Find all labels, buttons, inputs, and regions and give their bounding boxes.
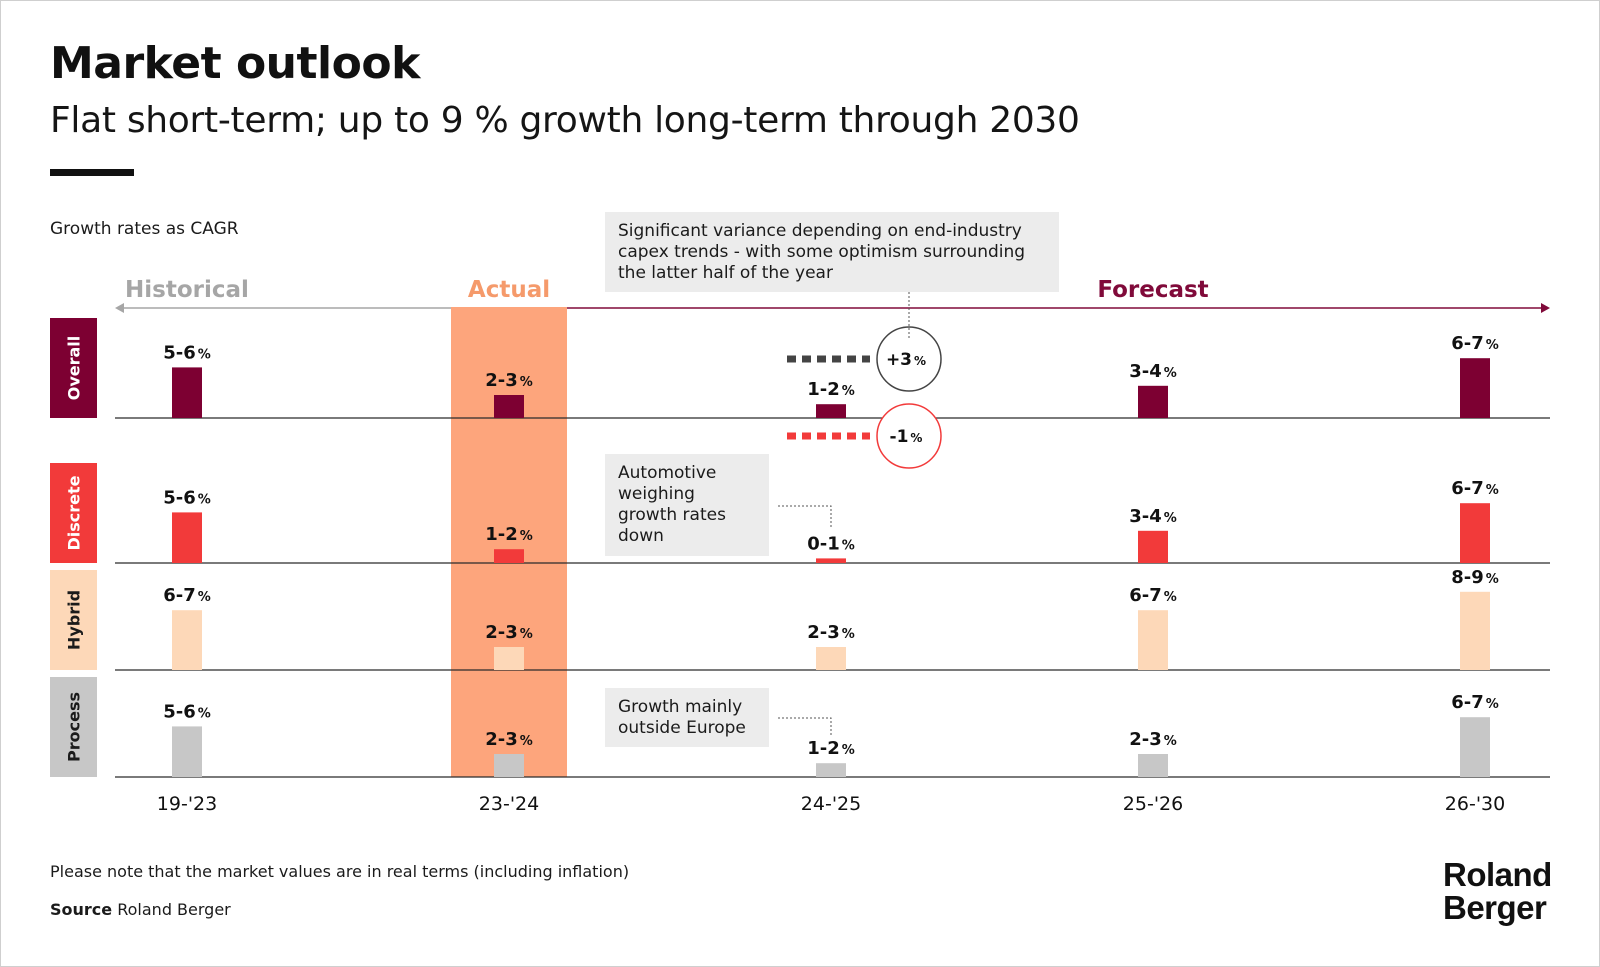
value-label-overall-24-25: 1-2%	[807, 379, 855, 400]
value-label-hybrid-25-26: 6-7%	[1129, 585, 1177, 606]
bar-discrete-24-25	[816, 558, 846, 563]
value-label-hybrid-24-25: 2-3%	[807, 622, 855, 643]
bar-discrete-23-24	[494, 549, 524, 563]
source-line: Source Roland Berger	[50, 900, 231, 919]
logo-line-2: Berger	[1443, 889, 1547, 926]
annotation-text: Growth mainly outside Europe	[618, 697, 746, 738]
row-label-box-hybrid	[50, 570, 97, 670]
bar-discrete-25-26	[1138, 530, 1168, 563]
x-tick-label-26-30: 26-'30	[1445, 793, 1505, 815]
bar-overall-24-25	[816, 404, 846, 418]
x-tick-label-19-23: 19-'23	[157, 793, 217, 815]
bar-overall-25-26	[1138, 385, 1168, 418]
roland-berger-logo: Roland Berger	[1443, 858, 1552, 924]
phase-label-actual: Actual	[468, 277, 550, 303]
range-marker-label-up: +3%	[886, 350, 926, 370]
row-label-box-process	[50, 677, 97, 777]
row-label-hybrid: Hybrid	[65, 590, 84, 650]
value-label-process-25-26: 2-3%	[1129, 729, 1177, 750]
value-label-overall-26-30: 6-7%	[1451, 333, 1499, 354]
row-label-box-overall	[50, 318, 97, 418]
annotation-box	[605, 688, 769, 747]
row-label-overall: Overall	[65, 336, 84, 401]
value-label-discrete-23-24: 1-2%	[485, 524, 533, 545]
value-label-process-26-30: 6-7%	[1451, 692, 1499, 713]
value-label-overall-23-24: 2-3%	[485, 370, 533, 391]
row-label-discrete: Discrete	[65, 475, 84, 550]
value-label-hybrid-19-23: 6-7%	[163, 585, 211, 606]
source-label: Source	[50, 900, 113, 919]
annotation-leader-line	[778, 717, 832, 735]
actual-period-highlight	[451, 307, 567, 777]
annotation-text: Significant variance depending on end-in…	[618, 221, 1025, 283]
bar-discrete-26-30	[1460, 503, 1490, 563]
bar-hybrid-26-30	[1460, 591, 1490, 670]
value-label-discrete-25-26: 3-4%	[1129, 506, 1177, 527]
chart-subtitle: Flat short-term; up to 9 % growth long-t…	[50, 100, 1080, 141]
bar-hybrid-19-23	[172, 610, 202, 670]
annotation-2: Automotive weighing growth rates down	[605, 454, 832, 556]
value-label-process-24-25: 1-2%	[807, 738, 855, 759]
row-label-process: Process	[65, 692, 84, 762]
bar-hybrid-24-25	[816, 647, 846, 670]
annotation-box	[605, 212, 1059, 292]
bar-overall-19-23	[172, 367, 202, 418]
value-label-discrete-24-25: 0-1%	[807, 533, 855, 554]
bar-hybrid-23-24	[494, 647, 524, 670]
annotation-text: Automotive weighing growth rates down	[618, 463, 726, 546]
value-label-hybrid-23-24: 2-3%	[485, 622, 533, 643]
value-label-discrete-19-23: 5-6%	[163, 487, 211, 508]
source-value: Roland Berger	[117, 900, 231, 919]
unit-note: Growth rates as CAGR	[50, 219, 239, 239]
x-tick-label-24-25: 24-'25	[801, 793, 861, 815]
bar-process-24-25	[816, 763, 846, 777]
range-marker-circle-up	[876, 326, 942, 392]
bar-process-25-26	[1138, 754, 1168, 777]
logo-line-1: Roland	[1443, 856, 1552, 893]
annotation-1: Significant variance depending on end-in…	[605, 212, 1059, 338]
footnote: Please note that the market values are i…	[50, 862, 630, 881]
row-label-box-discrete	[50, 463, 97, 563]
bar-process-23-24	[494, 754, 524, 777]
value-label-process-23-24: 2-3%	[485, 729, 533, 750]
phase-label-historical: Historical	[125, 277, 249, 303]
range-marker-circle-down	[876, 403, 942, 469]
phase-label-forecast: Forecast	[1097, 277, 1208, 303]
bar-discrete-19-23	[172, 512, 202, 563]
value-label-process-19-23: 5-6%	[163, 701, 211, 722]
historical-arrowhead	[115, 303, 124, 313]
chart-title: Market outlook	[50, 38, 420, 89]
forecast-arrowhead	[1541, 303, 1550, 313]
bar-process-26-30	[1460, 717, 1490, 777]
bar-hybrid-25-26	[1138, 610, 1168, 670]
bar-process-19-23	[172, 726, 202, 777]
annotation-3: Growth mainly outside Europe	[605, 688, 832, 747]
x-tick-label-23-24: 23-'24	[479, 793, 539, 815]
annotation-box	[605, 454, 769, 556]
range-marker-label-down: -1%	[890, 427, 923, 447]
value-label-overall-25-26: 3-4%	[1129, 361, 1177, 382]
value-label-discrete-26-30: 6-7%	[1451, 478, 1499, 499]
value-label-hybrid-26-30: 8-9%	[1451, 567, 1499, 588]
title-accent-bar	[50, 169, 134, 176]
annotation-leader-line	[778, 505, 832, 528]
bar-overall-26-30	[1460, 358, 1490, 418]
bar-overall-23-24	[494, 395, 524, 418]
value-label-overall-19-23: 5-6%	[163, 342, 211, 363]
x-tick-label-25-26: 25-'26	[1123, 793, 1183, 815]
